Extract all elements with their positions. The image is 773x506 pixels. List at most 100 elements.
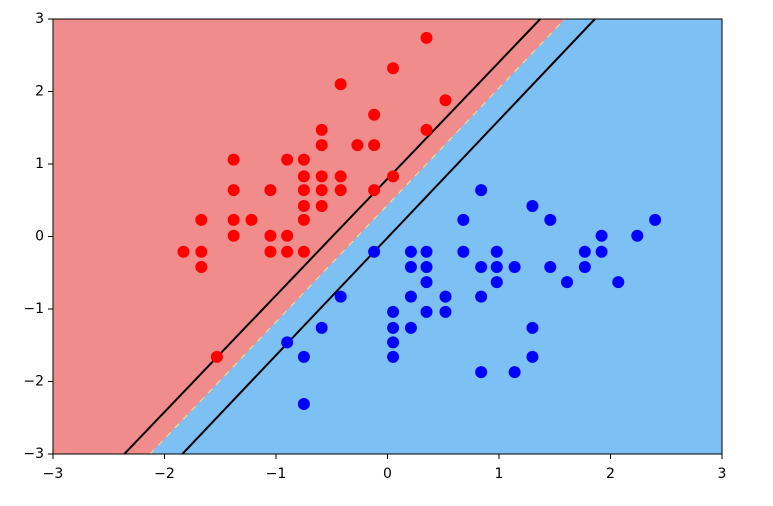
data-point — [387, 350, 400, 363]
x-tick-label: 2 — [606, 466, 615, 482]
y-tick-label: 3 — [35, 11, 44, 27]
data-point — [544, 213, 557, 226]
data-point — [315, 200, 328, 213]
data-point — [315, 184, 328, 197]
data-point — [368, 139, 381, 152]
data-point — [227, 213, 240, 226]
data-point — [475, 366, 488, 379]
x-tick-label: −2 — [154, 466, 175, 482]
data-point — [457, 213, 470, 226]
data-point — [334, 184, 347, 197]
data-point — [475, 184, 488, 197]
data-point — [264, 245, 277, 258]
data-point — [334, 290, 347, 303]
data-point — [210, 350, 223, 363]
data-point — [649, 213, 662, 226]
data-point — [227, 229, 240, 242]
data-point — [297, 184, 310, 197]
data-point — [439, 94, 452, 107]
data-point — [297, 170, 310, 183]
data-point — [439, 290, 452, 303]
data-point — [420, 260, 433, 273]
x-tick-label: −1 — [266, 466, 287, 482]
data-point — [595, 245, 608, 258]
data-point — [387, 305, 400, 318]
data-point — [457, 245, 470, 258]
data-point — [368, 108, 381, 121]
data-point — [490, 245, 503, 258]
decision-boundary — [149, 18, 566, 455]
data-point — [404, 290, 417, 303]
data-point — [195, 213, 208, 226]
data-point — [526, 200, 539, 213]
data-point — [526, 350, 539, 363]
data-point — [578, 260, 591, 273]
data-point — [297, 245, 310, 258]
data-point — [404, 260, 417, 273]
data-point — [281, 336, 294, 349]
data-point — [420, 31, 433, 44]
data-point — [195, 260, 208, 273]
data-point — [227, 153, 240, 166]
data-point — [315, 139, 328, 152]
data-point — [475, 290, 488, 303]
data-point — [334, 170, 347, 183]
data-point — [315, 123, 328, 136]
data-point — [490, 276, 503, 289]
x-tick-label: −3 — [43, 466, 64, 482]
data-point — [475, 260, 488, 273]
data-point — [387, 336, 400, 349]
data-point — [245, 213, 258, 226]
data-point — [281, 229, 294, 242]
data-point — [420, 245, 433, 258]
data-point — [404, 245, 417, 258]
data-point — [404, 321, 417, 334]
y-tick-label: 1 — [35, 156, 44, 172]
y-tick-label: 0 — [35, 229, 44, 245]
data-point — [387, 321, 400, 334]
data-point — [526, 321, 539, 334]
y-tick-label: 2 — [35, 84, 44, 100]
data-point — [195, 245, 208, 258]
data-point — [297, 397, 310, 410]
data-point — [578, 245, 591, 258]
data-point — [631, 229, 644, 242]
y-tick-label: −1 — [23, 301, 44, 317]
data-point — [264, 229, 277, 242]
x-tick-label: 0 — [383, 466, 392, 482]
data-point — [561, 276, 574, 289]
y-tick-label: −2 — [23, 374, 44, 390]
data-point — [368, 245, 381, 258]
data-point — [387, 62, 400, 75]
data-point — [508, 366, 521, 379]
data-point — [315, 170, 328, 183]
data-point — [227, 184, 240, 197]
data-point — [544, 260, 557, 273]
data-point — [490, 260, 503, 273]
data-point — [334, 78, 347, 91]
data-point — [387, 170, 400, 183]
data-point — [595, 229, 608, 242]
data-point — [315, 321, 328, 334]
data-point — [508, 260, 521, 273]
data-point — [297, 350, 310, 363]
data-point — [420, 305, 433, 318]
margin-line — [181, 18, 596, 455]
data-point — [351, 139, 364, 152]
data-point — [264, 184, 277, 197]
data-point — [281, 245, 294, 258]
data-point — [297, 153, 310, 166]
y-tick-label: −3 — [23, 446, 44, 462]
margin-line — [123, 18, 541, 455]
data-point — [420, 123, 433, 136]
data-point — [420, 276, 433, 289]
data-point — [281, 153, 294, 166]
data-point — [177, 245, 190, 258]
data-point — [297, 200, 310, 213]
data-point — [439, 305, 452, 318]
data-point — [297, 213, 310, 226]
x-tick-label: 1 — [495, 466, 504, 482]
x-tick-label: 3 — [718, 466, 727, 482]
data-point — [612, 276, 625, 289]
